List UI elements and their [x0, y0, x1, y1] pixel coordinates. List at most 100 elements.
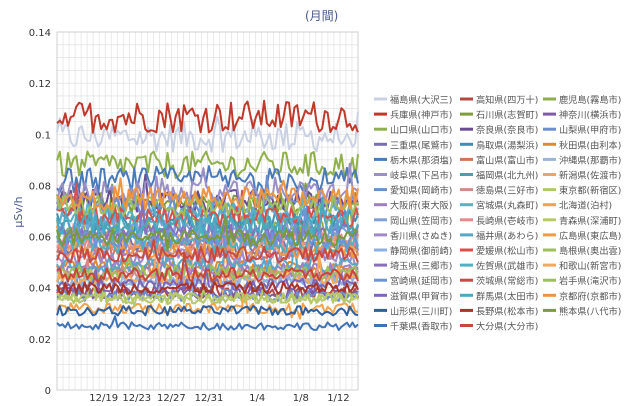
series-line — [56, 315, 359, 331]
legend-item: 山梨県(甲府市) — [543, 124, 621, 136]
axes: 0 0.02 0.04 0.06 0.08 0.1 0.12 0.14 12/19 12/23 12… — [29, 28, 350, 404]
legend-item: 秋田県(由利本) — [543, 139, 621, 151]
y-axis-label: μSv/h — [12, 196, 25, 227]
legend-label: 東京都(新宿区) — [559, 185, 621, 197]
legend-label: 愛知県(岡崎市) — [390, 185, 452, 197]
legend-item: 大阪府(東大阪) — [374, 200, 452, 212]
legend-item: 栃木県(那須塩) — [374, 154, 452, 166]
legend-label: 新潟県(佐渡市) — [559, 170, 621, 182]
legend-item: 岩手県(滝沢市) — [543, 275, 621, 287]
legend-label: 広島県(東広島) — [559, 230, 621, 242]
legend-label: 奈良県(奈良市) — [476, 124, 538, 136]
series-line — [56, 193, 359, 219]
legend-label: 和歌山(新宮市) — [559, 260, 621, 272]
legend-label: 鳥取県(湯梨浜) — [476, 139, 538, 151]
plot-area-border — [56, 31, 359, 391]
y-tick-label: 0.04 — [29, 284, 51, 295]
x-tick-label: 12/31 — [195, 393, 224, 402]
legend-label: 熊本県(八代市) — [559, 305, 621, 317]
legend-item: 岡山県(笠岡市) — [374, 215, 452, 227]
y-tick-label: 0 — [45, 386, 51, 397]
legend-label: 北海道(泊村) — [559, 200, 612, 212]
legend-label: 高知県(四万十) — [476, 94, 538, 106]
legend-item: 大分県(大分市) — [460, 321, 538, 333]
y-tick-label: 0.06 — [29, 233, 51, 244]
legend-item: 香川県(さぬき) — [374, 231, 452, 242]
legend-item: 石川県(志賀町) — [460, 109, 538, 121]
legend-label: 香川県(さぬき) — [390, 231, 452, 242]
legend-item: 宮崎県(延岡市) — [374, 275, 452, 287]
series-line — [56, 280, 359, 295]
legend-item: 富山県(富山市) — [460, 154, 538, 166]
legend-label: 兵庫県(神戸市) — [390, 109, 452, 121]
series-line — [56, 150, 359, 180]
legend-label: 大分県(大分市) — [476, 321, 538, 333]
legend-label: 山口県(山口市) — [390, 124, 452, 136]
legend-label: 島根県(奥出雲) — [559, 245, 621, 257]
legend-label: 岐阜県(下呂市) — [390, 170, 452, 182]
legend-label: 山形県(三川町) — [390, 305, 452, 317]
series-line — [56, 177, 359, 211]
legend-item: 山形県(三川町) — [374, 305, 452, 317]
legend-label: 徳島県(三好市) — [476, 185, 538, 197]
legend-item: 愛知県(岡崎市) — [374, 185, 452, 197]
legend-item: 三重県(尾鷲市) — [374, 139, 452, 151]
legend-label: 千葉県(香取市) — [390, 321, 452, 333]
legend-label: 京都府(京都市) — [559, 290, 621, 302]
y-tick-label: 0.12 — [29, 79, 51, 90]
legend-item: 熊本県(八代市) — [543, 305, 621, 317]
series-line — [56, 216, 359, 252]
x-tick-label: 1/8 — [293, 393, 309, 402]
legend-item: 鹿児島(霧島市) — [543, 94, 621, 106]
legend-item: 群馬県(太田市) — [460, 290, 538, 302]
series-line — [56, 305, 359, 317]
y-tick-label: 0.08 — [29, 181, 51, 192]
legend-label: 茨城県(常総市) — [476, 275, 538, 287]
legend-item: 兵庫県(神戸市) — [374, 109, 452, 121]
series-line — [56, 111, 359, 153]
y-tick-label: 0.14 — [29, 28, 51, 39]
legend-item: 千葉県(香取市) — [374, 321, 452, 333]
legend-label: 三重県(尾鷲市) — [390, 139, 452, 151]
chart-title: (月間) — [305, 9, 338, 23]
legend-item: 滋賀県(甲賀市) — [374, 290, 452, 302]
legend-item: 福島県(大沢三) — [374, 94, 452, 106]
legend-item: 鳥取県(湯梨浜) — [460, 139, 538, 151]
grid — [56, 31, 359, 391]
series-lines — [56, 99, 359, 331]
legend-label: 岩手県(滝沢市) — [559, 275, 621, 287]
legend-item: 徳島県(三好市) — [460, 185, 538, 197]
x-tick-label: 12/23 — [122, 393, 151, 402]
legend-item: 北海道(泊村) — [543, 200, 612, 212]
legend-label: 青森県(深浦町) — [559, 215, 621, 227]
legend-label: 福井県(あわら) — [476, 230, 538, 242]
legend-item: 京都府(京都市) — [543, 290, 621, 302]
legend-label: 埼玉県(三郷市) — [390, 260, 452, 272]
legend-item: 沖縄県(那覇市) — [543, 154, 621, 166]
legend-item: 埼玉県(三郷市) — [374, 260, 452, 272]
series-line — [56, 182, 359, 228]
legend-item: 福井県(あわら) — [460, 230, 538, 242]
legend-label: 長崎県(壱岐市) — [476, 215, 538, 227]
legend-item: 静岡県(御前崎) — [374, 245, 452, 257]
legend-item: 島根県(奥出雲) — [543, 245, 621, 257]
legend-label: 栃木県(那須塩) — [390, 154, 452, 166]
x-tick-label: 12/19 — [89, 393, 118, 402]
series-line — [56, 253, 359, 283]
legend: 福島県(大沢三) 高知県(四万十) 鹿児島(霧島市) 兵庫県(神戸市) 石川県(志賀町)… — [374, 94, 621, 333]
legend-item: 長崎県(壱岐市) — [460, 215, 538, 227]
series-line — [56, 241, 359, 274]
legend-item: 宮城県(丸森町) — [460, 200, 538, 212]
legend-label: 静岡県(御前崎) — [390, 245, 452, 257]
legend-label: 沖縄県(那覇市) — [559, 154, 621, 166]
legend-label: 長野県(松本市) — [476, 305, 538, 317]
series-line — [56, 267, 359, 307]
legend-item: 広島県(東広島) — [543, 230, 621, 242]
legend-label: 鹿児島(霧島市) — [559, 94, 621, 106]
legend-item: 奈良県(奈良市) — [460, 124, 538, 136]
legend-item: 和歌山(新宮市) — [543, 260, 621, 272]
legend-label: 宮崎県(延岡市) — [390, 275, 452, 287]
legend-label: 滋賀県(甲賀市) — [390, 290, 452, 302]
